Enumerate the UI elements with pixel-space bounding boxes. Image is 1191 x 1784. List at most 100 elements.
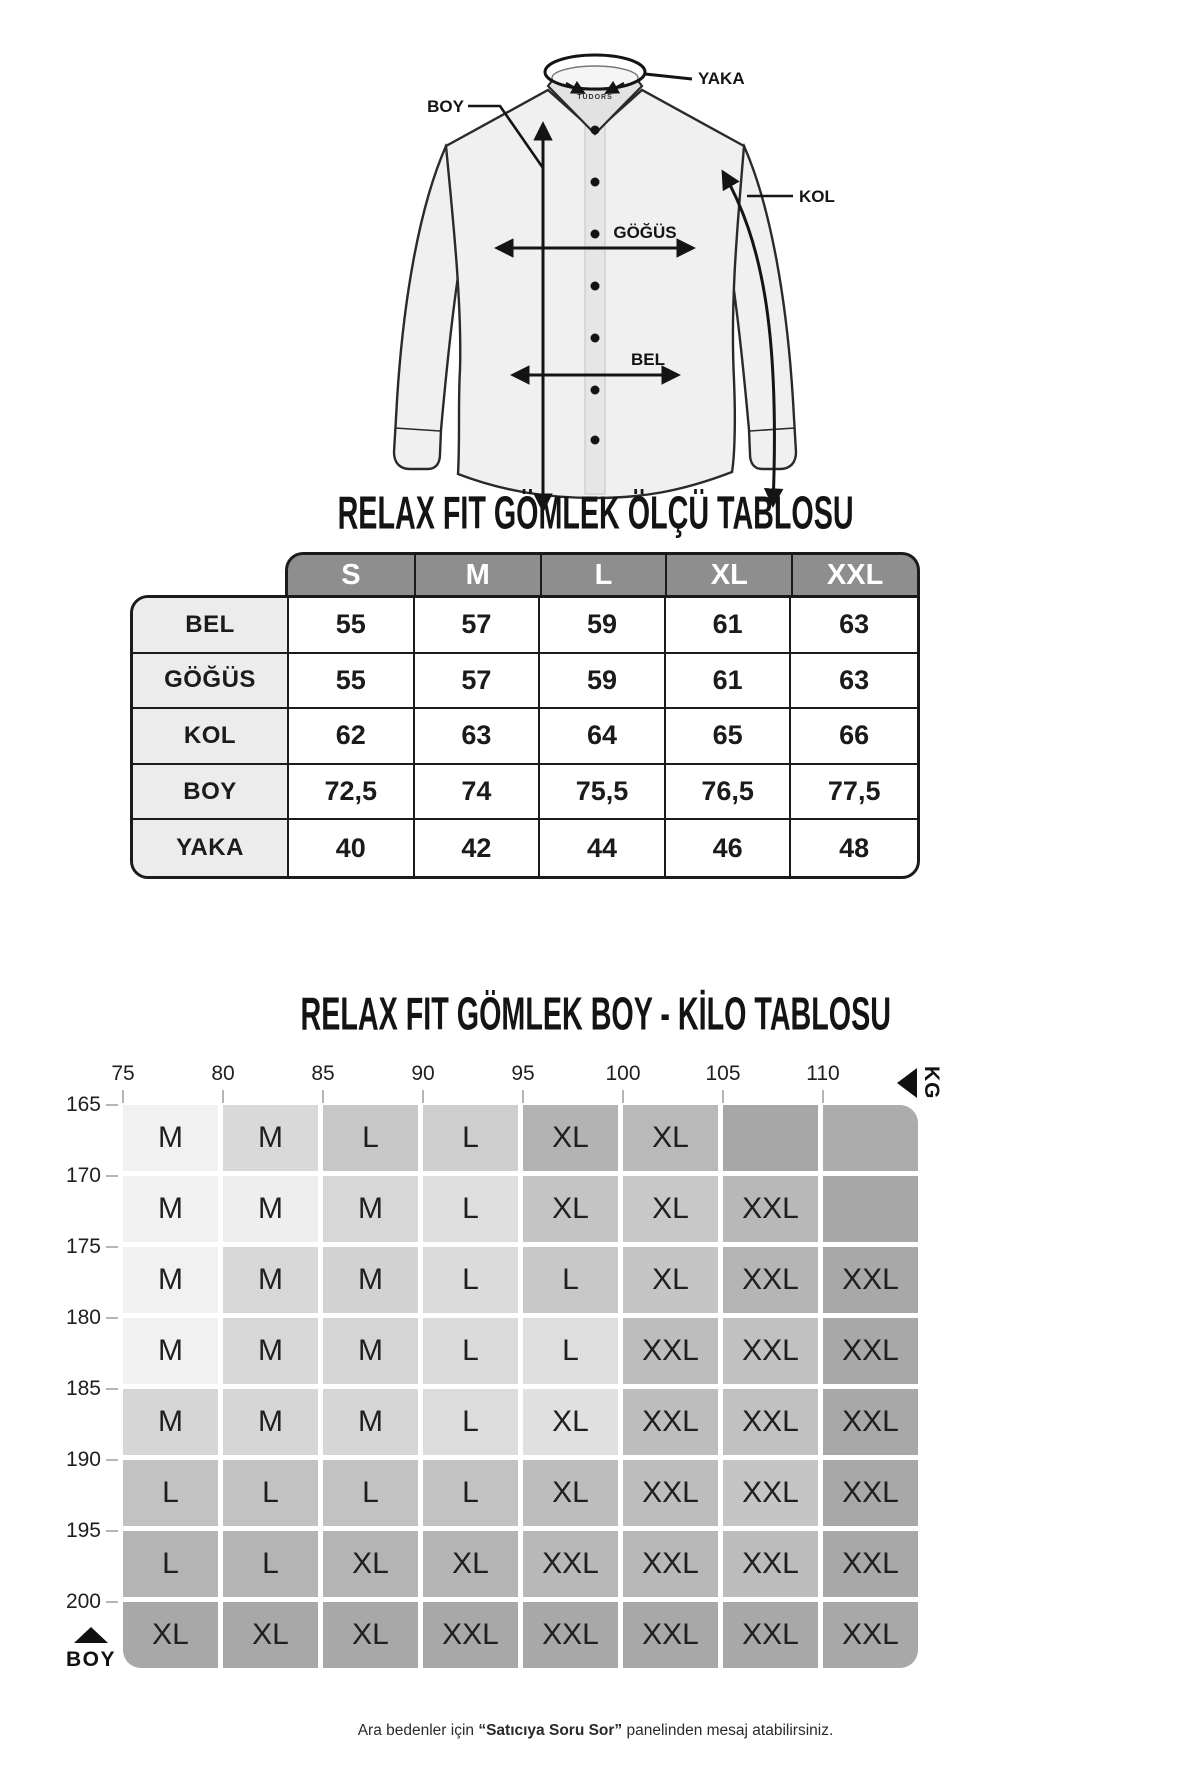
boy-tick-label: 195 bbox=[65, 1519, 101, 1542]
size-value-cell: 44 bbox=[540, 820, 666, 876]
kol-measure-line bbox=[721, 169, 784, 508]
kg-tick-label: 100 bbox=[605, 1062, 641, 1085]
boy-tick-mark bbox=[106, 1601, 118, 1603]
matrix-cell: L bbox=[423, 1318, 518, 1384]
matrix-cell: XXL bbox=[623, 1389, 718, 1455]
matrix-cell bbox=[823, 1105, 918, 1171]
matrix-cell: XXL bbox=[723, 1247, 818, 1313]
size-col-header: S bbox=[341, 558, 361, 591]
matrix-cell: L bbox=[323, 1460, 418, 1526]
matrix-cell: XXL bbox=[823, 1389, 918, 1455]
matrix-cell: XXL bbox=[723, 1176, 818, 1242]
boy-tick-label: 190 bbox=[65, 1448, 101, 1471]
kg-tick-label: 110 bbox=[806, 1062, 840, 1085]
kg-tick-mark bbox=[422, 1090, 424, 1103]
size-table-title: RELAX FIT GÖMLEK ÖLÇÜ TABLOSU bbox=[337, 487, 854, 539]
matrix-cell: XL bbox=[523, 1460, 618, 1526]
matrix-cell: XL bbox=[323, 1602, 418, 1668]
matrix-cell: M bbox=[123, 1247, 218, 1313]
bel-label: BEL bbox=[631, 350, 665, 369]
matrix-cell: XXL bbox=[623, 1531, 718, 1597]
yaka-pointer-line bbox=[644, 72, 693, 81]
matrix-cell: XL bbox=[523, 1176, 618, 1242]
matrix-cell: M bbox=[323, 1389, 418, 1455]
boy-tick-mark bbox=[106, 1246, 118, 1248]
boy-pointer-line bbox=[468, 104, 545, 169]
matrix-cell: XXL bbox=[623, 1318, 718, 1384]
matrix-cell: M bbox=[223, 1247, 318, 1313]
matrix-cell: XL bbox=[323, 1531, 418, 1597]
size-value-cell: 62 bbox=[289, 709, 415, 765]
matrix-cell: XL bbox=[623, 1105, 718, 1171]
matrix-cell: L bbox=[223, 1531, 318, 1597]
matrix-cell: L bbox=[423, 1389, 518, 1455]
matrix-cell: XL bbox=[523, 1389, 618, 1455]
matrix-cell: L bbox=[423, 1176, 518, 1242]
matrix-cell: XL bbox=[623, 1176, 718, 1242]
matrix-cell bbox=[823, 1176, 918, 1242]
matrix-cell: M bbox=[223, 1105, 318, 1171]
matrix-cell: XXL bbox=[823, 1531, 918, 1597]
boy-tick: 180 bbox=[66, 1305, 118, 1331]
boy-tick: 165 bbox=[66, 1092, 118, 1118]
matrix-cell: XXL bbox=[423, 1602, 518, 1668]
kg-tick-mark bbox=[122, 1090, 124, 1103]
size-value-cell: 77,5 bbox=[791, 765, 917, 821]
matrix-cell: L bbox=[423, 1105, 518, 1171]
size-value-cell: 48 bbox=[839, 832, 870, 863]
size-col-header: XL bbox=[665, 555, 791, 595]
kg-tick-label: 80 bbox=[211, 1062, 235, 1085]
matrix-cell: M bbox=[223, 1318, 318, 1384]
matrix-cell: L bbox=[223, 1460, 318, 1526]
matrix-cell: L bbox=[423, 1460, 518, 1526]
footer-pre: Ara bedenler için bbox=[357, 1722, 479, 1739]
boy-tick: 190 bbox=[66, 1447, 118, 1473]
matrix-cell: XXL bbox=[523, 1602, 618, 1668]
shirt-placket bbox=[584, 95, 606, 495]
kg-axis-label: KG bbox=[897, 1060, 943, 1106]
size-value-cell: 61 bbox=[665, 598, 792, 654]
diagram-labels: YAKA BOY KOL GÖĞÜS BEL bbox=[427, 69, 835, 369]
size-col-header: L bbox=[539, 555, 666, 595]
size-value-cell: 66 bbox=[791, 709, 917, 765]
matrix-cell: M bbox=[223, 1176, 318, 1242]
matrix-cell: L bbox=[523, 1318, 618, 1384]
matrix-cell: L bbox=[123, 1531, 218, 1597]
measure-arrows bbox=[468, 72, 793, 513]
matrix-cell: M bbox=[323, 1247, 418, 1313]
kg-tick-mark bbox=[322, 1090, 324, 1103]
matrix-cell: XXL bbox=[523, 1531, 618, 1597]
matrix-cell: M bbox=[123, 1105, 218, 1171]
matrix-cell: XXL bbox=[723, 1602, 818, 1668]
size-row-label: KOL bbox=[133, 709, 289, 765]
size-row-label: BEL bbox=[133, 598, 289, 654]
boy-tick-mark bbox=[106, 1388, 118, 1390]
kg-tick-label: 105 bbox=[705, 1062, 741, 1085]
size-value-cell: 64 bbox=[540, 709, 666, 765]
matrix-cell: XL bbox=[223, 1602, 318, 1668]
boy-tick: 170 bbox=[66, 1163, 118, 1189]
kg-tick-mark bbox=[222, 1090, 224, 1103]
matrix-cell: XXL bbox=[623, 1602, 718, 1668]
size-value-cell: 74 bbox=[414, 764, 541, 821]
matrix-cell: XL bbox=[523, 1105, 618, 1171]
kg-axis: 75 80 85 90 95 100 105 110 bbox=[111, 1062, 918, 1104]
footer-post: panelinden mesaj atabilirsiniz. bbox=[622, 1722, 834, 1739]
size-row-label: YAKA bbox=[133, 820, 289, 876]
matrix-cell: L bbox=[323, 1105, 418, 1171]
boy-tick-mark bbox=[106, 1317, 118, 1319]
matrix-grid: M M L L XL XL M M M L XL XL XXL M M M L L XL XXL XXL M M M L L XXL… bbox=[123, 1105, 918, 1668]
matrix-title: RELAX FIT GÖMLEK BOY - KİLO TABLOSU bbox=[300, 988, 891, 1040]
matrix-cell: XXL bbox=[723, 1531, 818, 1597]
size-value-cell: 59 bbox=[540, 598, 666, 654]
size-col-header: XXL bbox=[791, 555, 917, 595]
matrix-cell: L bbox=[123, 1460, 218, 1526]
boy-label-text: BOY bbox=[65, 1648, 116, 1671]
kg-label-text: KG bbox=[920, 1066, 943, 1100]
size-value-cell: 55 bbox=[289, 598, 415, 654]
matrix-cell: XL bbox=[623, 1247, 718, 1313]
boy-tick-mark bbox=[106, 1104, 118, 1106]
size-value-cell: 57 bbox=[414, 598, 541, 654]
matrix-cell: M bbox=[123, 1318, 218, 1384]
